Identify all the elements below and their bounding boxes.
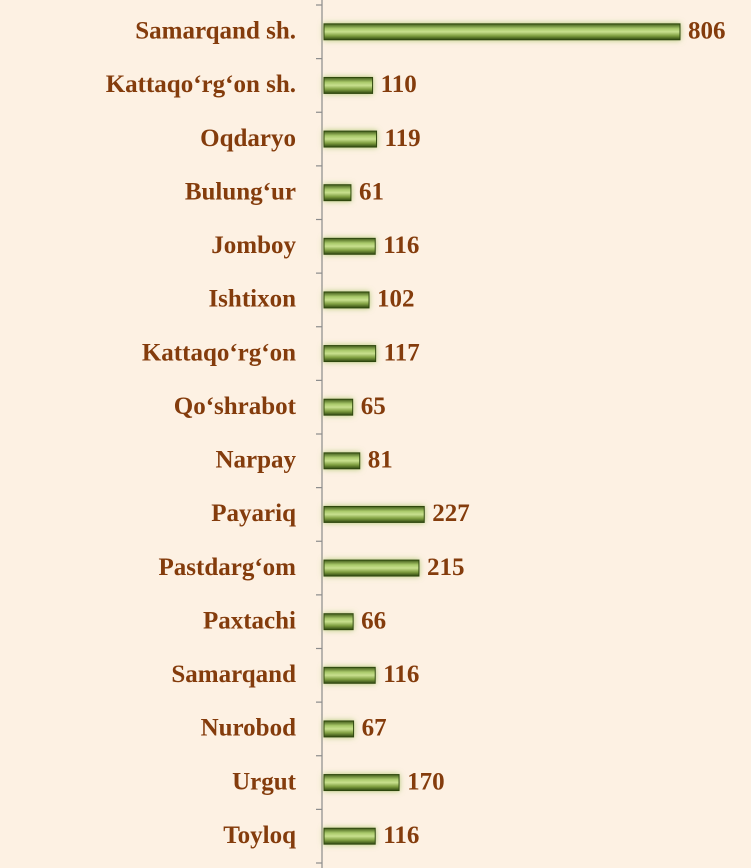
value-label: 806: [688, 18, 726, 45]
value-label: 116: [383, 232, 419, 259]
bar: [323, 666, 376, 684]
value-label: 117: [384, 339, 420, 366]
bar: [323, 720, 355, 738]
value-label: 116: [383, 822, 419, 849]
y-tick-label: Pastdarg‘om: [159, 554, 297, 581]
bar: [323, 130, 378, 148]
y-tick-label: Oqdaryo: [200, 125, 296, 152]
y-tick-label: Qo‘shrabot: [174, 393, 297, 420]
y-tick-label: Narpay: [215, 447, 296, 474]
bar: [323, 237, 376, 255]
value-label: 61: [359, 178, 384, 205]
value-label: 66: [361, 607, 386, 634]
y-tick-label: Jomboy: [211, 232, 296, 259]
bar: [323, 559, 420, 577]
value-label: 81: [368, 447, 393, 474]
value-label: 215: [427, 554, 465, 581]
bar: [323, 613, 354, 631]
value-label: 110: [381, 71, 417, 98]
bar: [323, 76, 374, 94]
y-tick-label: Urgut: [232, 768, 297, 795]
y-tick-label: Ishtixon: [208, 286, 296, 313]
value-label: 119: [385, 125, 421, 152]
y-tick-label: Samarqand: [171, 661, 296, 688]
y-tick-label: Kattaqo‘rg‘on sh.: [106, 71, 296, 98]
bar: [323, 345, 377, 363]
y-tick-label: Paxtachi: [203, 607, 296, 634]
bar: [323, 291, 370, 309]
bar: [323, 452, 361, 470]
bar: [323, 827, 376, 845]
bar: [323, 774, 400, 792]
value-label: 227: [432, 500, 470, 527]
value-label: 102: [377, 286, 415, 313]
value-label: 65: [361, 393, 386, 420]
bar: [323, 23, 681, 41]
bar: [323, 184, 352, 202]
y-tick-label: Bulung‘ur: [185, 178, 296, 205]
y-tick-label: Payariq: [211, 500, 296, 527]
y-tick-label: Toyloq: [223, 822, 296, 849]
bar: [323, 398, 354, 416]
value-label: 170: [407, 768, 445, 795]
y-tick-label: Samarqand sh.: [135, 18, 296, 45]
y-tick-label: Kattaqo‘rg‘on: [142, 339, 296, 366]
value-label: 67: [362, 715, 387, 742]
bar: [323, 505, 425, 523]
value-label: 116: [383, 661, 419, 688]
y-tick-label: Nurobod: [201, 715, 297, 742]
